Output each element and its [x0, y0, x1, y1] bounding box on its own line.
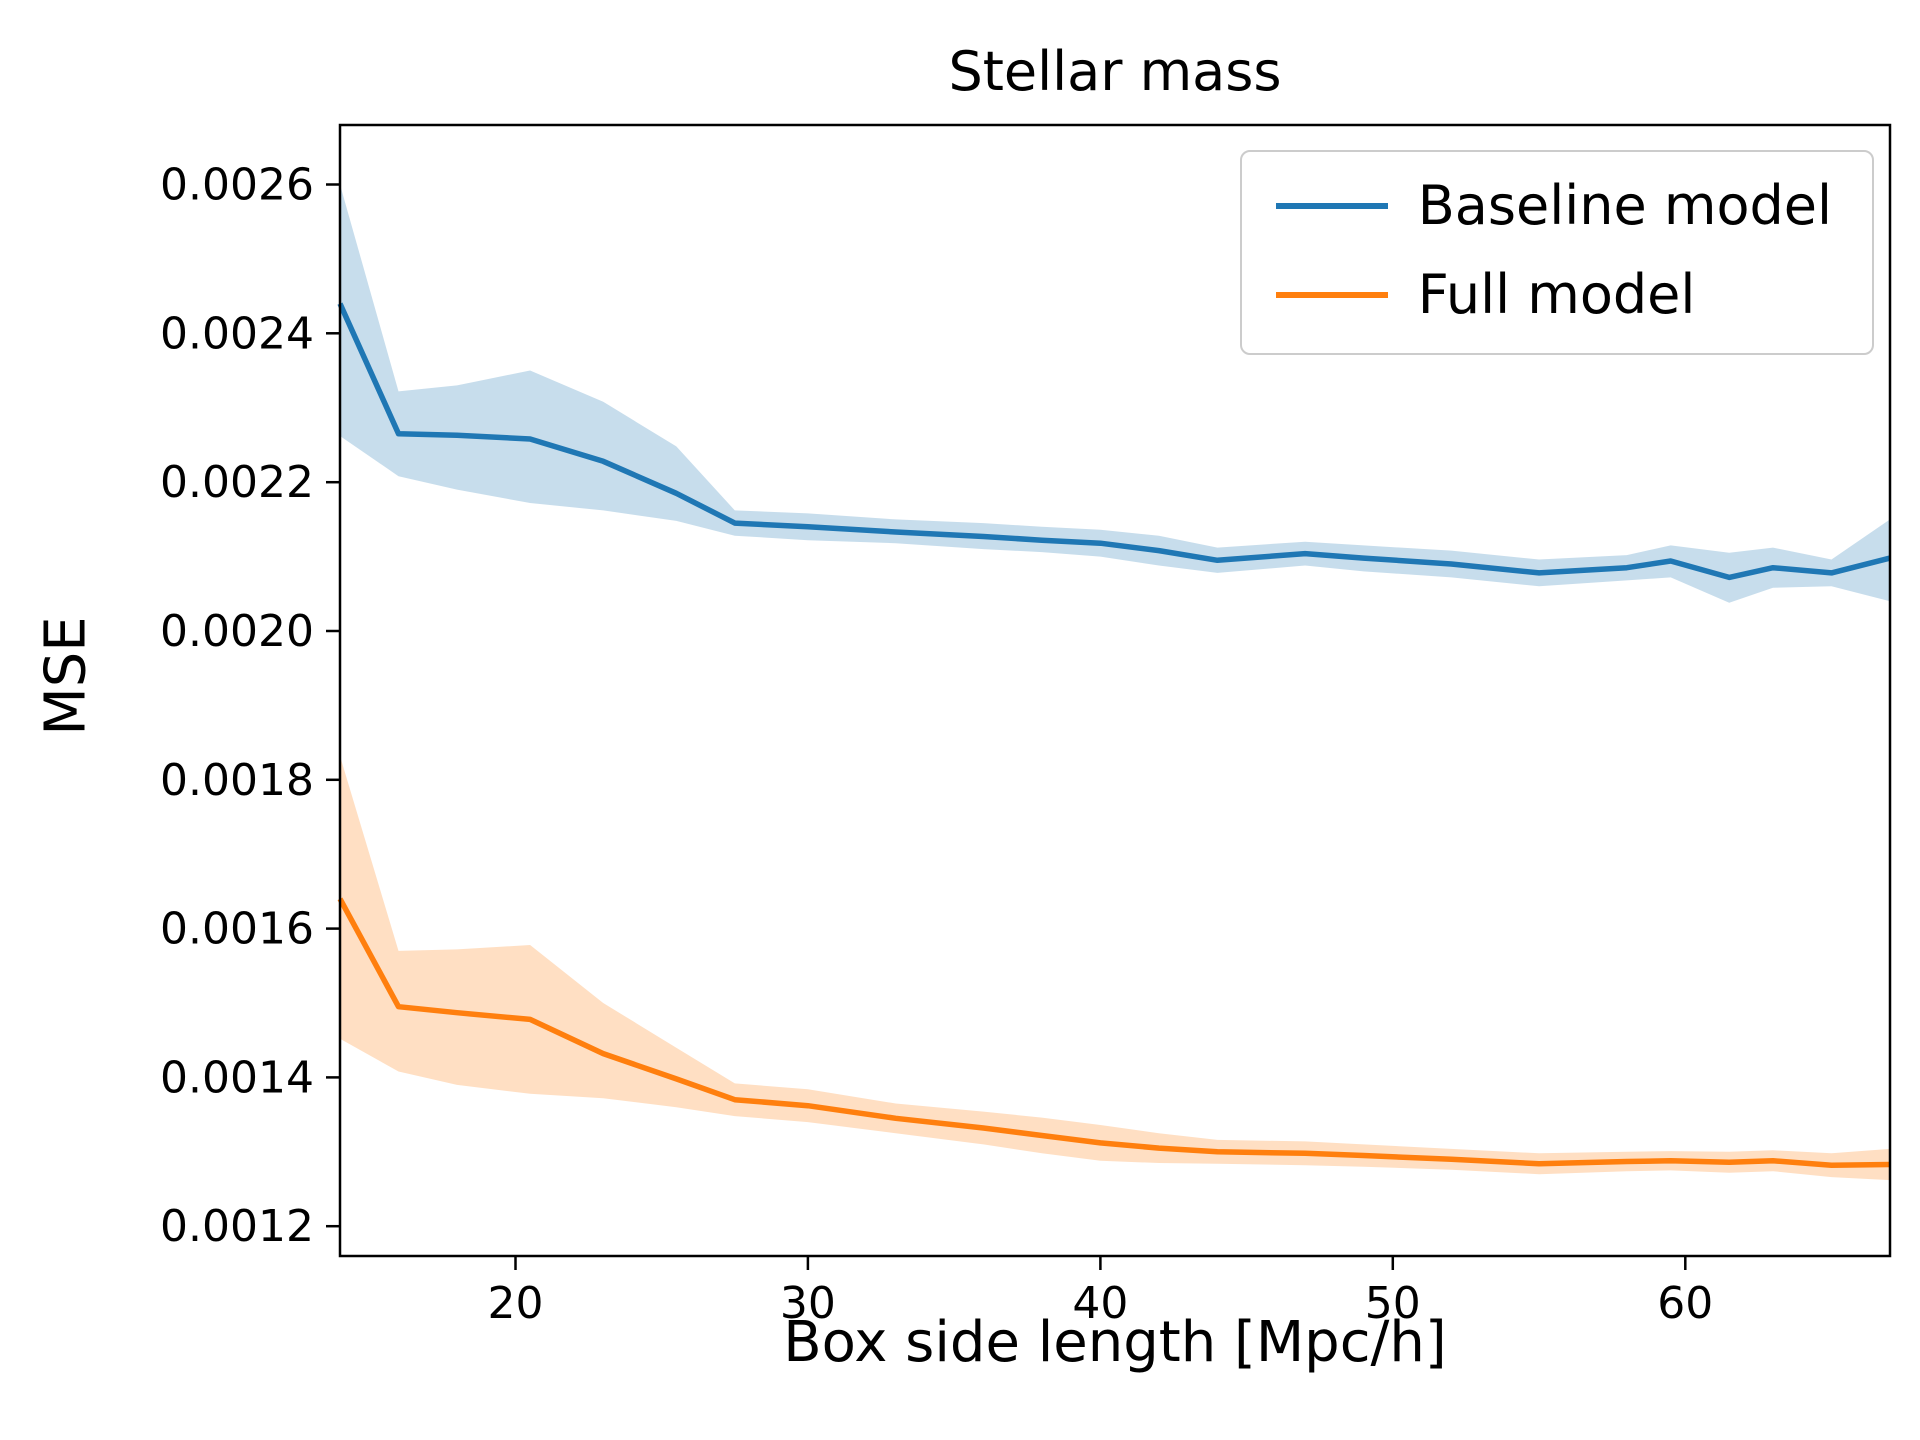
- legend: Baseline model Full model: [1239, 150, 1874, 355]
- x-tick-label: 50: [1365, 1278, 1421, 1329]
- y-tick-label: 0.0016: [160, 904, 314, 955]
- line-baseline-model: [337, 302, 1891, 581]
- axes-frame: [338, 123, 1892, 1258]
- legend-label-baseline: Baseline model: [1417, 174, 1832, 237]
- x-tick-label: 60: [1657, 1278, 1713, 1329]
- y-axis-label: MSE: [33, 616, 99, 736]
- legend-line-full-swatch: [1275, 292, 1388, 299]
- x-axis-label: Box side length [Mpc/h]: [783, 1310, 1447, 1375]
- chart-title: Stellar mass: [948, 40, 1282, 103]
- legend-line-baseline-swatch: [1275, 202, 1388, 209]
- y-tick-label: 0.0020: [160, 606, 314, 657]
- legend-entry-baseline: Baseline model: [1275, 174, 1832, 237]
- y-tick-label: 0.0026: [160, 160, 314, 211]
- x-tick-label: 40: [1072, 1278, 1128, 1329]
- y-tick-label: 0.0024: [160, 308, 314, 359]
- x-tick-label: 30: [780, 1278, 836, 1329]
- band-full-model: [340, 756, 1890, 1181]
- y-tick-label: 0.0012: [160, 1201, 314, 1252]
- band-baseline-model: [340, 184, 1890, 603]
- y-tick-label: 0.0014: [160, 1052, 314, 1103]
- x-tick-label: 20: [488, 1278, 544, 1329]
- y-tick-label: 0.0018: [160, 755, 314, 806]
- line-full-model: [337, 897, 1891, 1168]
- legend-entry-full: Full model: [1275, 263, 1832, 327]
- legend-label-full: Full model: [1417, 263, 1696, 327]
- y-tick-label: 0.0022: [160, 457, 314, 508]
